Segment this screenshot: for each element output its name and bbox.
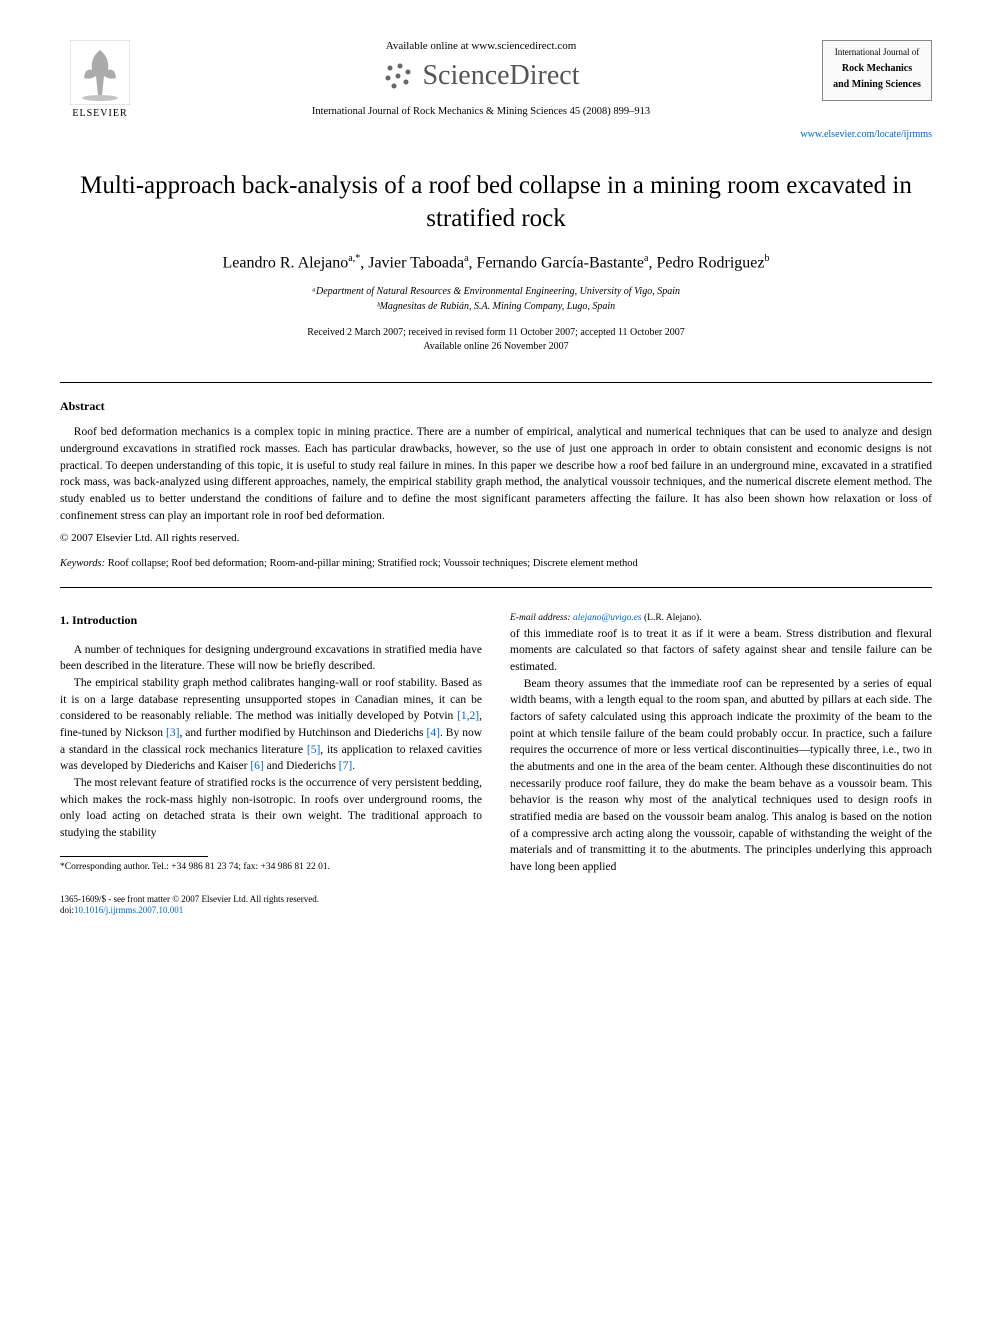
locate-url[interactable]: www.elsevier.com/locate/ijrmms (60, 129, 932, 140)
ref-4[interactable]: [4] (427, 727, 440, 739)
sciencedirect-wordmark: ScienceDirect (422, 60, 579, 92)
ref-5[interactable]: [5] (307, 744, 320, 756)
email-name: (L.R. Alejano). (644, 613, 702, 623)
ref-3[interactable]: [3] (166, 727, 179, 739)
abstract-body: Roof bed deformation mechanics is a comp… (60, 424, 932, 524)
corresponding-author: *Corresponding author. Tel.: +34 986 81 … (60, 861, 482, 874)
intro-p1: A number of techniques for designing und… (60, 642, 482, 675)
doi-value[interactable]: 10.1016/j.ijrmms.2007.10.001 (74, 905, 183, 915)
keywords-line: Keywords: Roof collapse; Roof bed deform… (60, 558, 932, 569)
journal-cover-line3: and Mining Sciences (827, 78, 927, 91)
intro-heading: 1. Introduction (60, 612, 482, 629)
doi-label: doi: (60, 905, 74, 915)
divider-bottom (60, 587, 932, 588)
dates-received: Received 2 March 2007; received in revis… (60, 326, 932, 340)
author-3: Fernando García-Bastante (477, 254, 644, 271)
elsevier-label: ELSEVIER (72, 108, 127, 119)
intro-p3-cont: of this immediate roof is to treat it as… (510, 626, 932, 676)
ref-7[interactable]: [7] (339, 760, 352, 772)
header-center: Available online at www.sciencedirect.co… (140, 40, 822, 117)
sciencedirect-icon (382, 60, 414, 92)
journal-cover-line1: International Journal of (827, 47, 927, 59)
intro-p2: The empirical stability graph method cal… (60, 675, 482, 775)
journal-reference: International Journal of Rock Mechanics … (160, 106, 802, 117)
author-1-sup: a,* (348, 253, 360, 264)
footer-block: 1365-1609/$ - see front matter © 2007 El… (60, 894, 932, 917)
elsevier-tree-icon (70, 40, 130, 105)
intro-p4: Beam theory assumes that the immediate r… (510, 676, 932, 876)
author-1: Leandro R. Alejano (223, 254, 349, 271)
ref-1-2[interactable]: [1,2] (457, 710, 479, 722)
author-4: Pedro Rodriguez (656, 254, 764, 271)
article-title: Multi-approach back-analysis of a roof b… (60, 170, 932, 235)
journal-cover-thumb: International Journal of Rock Mechanics … (822, 40, 932, 101)
affiliations: ᵃDepartment of Natural Resources & Envir… (60, 284, 932, 314)
author-2: Javier Taboada (368, 254, 464, 271)
author-2-sup: a (464, 253, 468, 264)
page-header: ELSEVIER Available online at www.science… (60, 40, 932, 119)
article-dates: Received 2 March 2007; received in revis… (60, 326, 932, 354)
email-address[interactable]: alejano@uvigo.es (573, 613, 642, 623)
doi-line: doi:10.1016/j.ijrmms.2007.10.001 (60, 905, 932, 917)
dates-online: Available online 26 November 2007 (60, 340, 932, 354)
divider-top (60, 382, 932, 383)
body-columns: 1. Introduction A number of techniques f… (60, 612, 932, 875)
keywords-label: Keywords: (60, 558, 105, 569)
abstract-heading: Abstract (60, 399, 932, 414)
issn-line: 1365-1609/$ - see front matter © 2007 El… (60, 894, 932, 906)
ref-6[interactable]: [6] (250, 760, 263, 772)
abstract-copyright: © 2007 Elsevier Ltd. All rights reserved… (60, 532, 932, 544)
footnote-separator (60, 856, 208, 857)
author-4-sup: b (764, 253, 769, 264)
email-line: E-mail address: alejano@uvigo.es (L.R. A… (510, 612, 932, 625)
affiliation-b: ᵇMagnesitas de Rubián, S.A. Mining Compa… (60, 299, 932, 314)
author-3-sup: a (644, 253, 648, 264)
intro-p3: The most relevant feature of stratified … (60, 775, 482, 842)
journal-cover-line2: Rock Mechanics (827, 62, 927, 75)
keywords-list: Roof collapse; Roof bed deformation; Roo… (108, 558, 638, 569)
affiliation-a: ᵃDepartment of Natural Resources & Envir… (60, 284, 932, 299)
sciencedirect-row: ScienceDirect (160, 60, 802, 92)
available-online-text: Available online at www.sciencedirect.co… (160, 40, 802, 52)
elsevier-logo-block: ELSEVIER (60, 40, 140, 119)
email-label: E-mail address: (510, 613, 571, 623)
authors-line: Leandro R. Alejanoa,*, Javier Taboadaa, … (60, 253, 932, 272)
